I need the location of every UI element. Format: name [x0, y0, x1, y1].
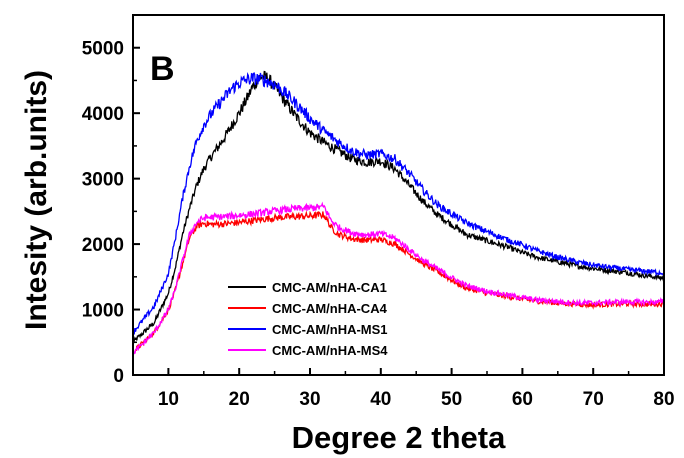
series-line-2 [132, 210, 665, 355]
legend-label-ms4: CMC-AM/nHA-MS4 [272, 343, 388, 358]
legend: CMC-AM/nHA-CA1 CMC-AM/nHA-CA4 CMC-AM/nHA… [228, 280, 388, 358]
legend-label-ms1: CMC-AM/nHA-MS1 [272, 322, 388, 337]
x-tick-label: 50 [441, 389, 462, 410]
y-tick-label: 2000 [82, 235, 124, 256]
series-line-4 [132, 201, 665, 355]
ticks-layer: 10 20 30 40 50 60 70 80 0 1000 2000 3000 4000 5000 [82, 39, 675, 410]
y-tick-label: 3000 [82, 170, 124, 191]
y-tick-label: 4000 [82, 104, 124, 125]
panel-label: B [150, 50, 175, 88]
plot-frame [132, 14, 665, 376]
x-tick-label: 10 [158, 389, 179, 410]
legend-label-ca4: CMC-AM/nHA-CA4 [272, 301, 388, 316]
y-axis-title: Intesity (arb.units) [20, 70, 53, 330]
x-axis-title: Degree 2 theta [292, 420, 506, 455]
series-layer [132, 70, 665, 355]
x-tick-label: 30 [299, 389, 320, 410]
x-tick-label: 70 [583, 389, 604, 410]
y-tick-label: 5000 [82, 39, 124, 60]
y-tick-label: 0 [113, 366, 124, 387]
series-line-1 [132, 70, 665, 345]
series-line-3 [132, 71, 665, 336]
legend-label-ca1: CMC-AM/nHA-CA1 [272, 280, 387, 295]
x-tick-label: 80 [653, 389, 674, 410]
x-tick-label: 40 [370, 389, 391, 410]
y-tick-label: 1000 [82, 301, 124, 322]
x-tick-label: 20 [229, 389, 250, 410]
x-tick-label: 60 [512, 389, 533, 410]
